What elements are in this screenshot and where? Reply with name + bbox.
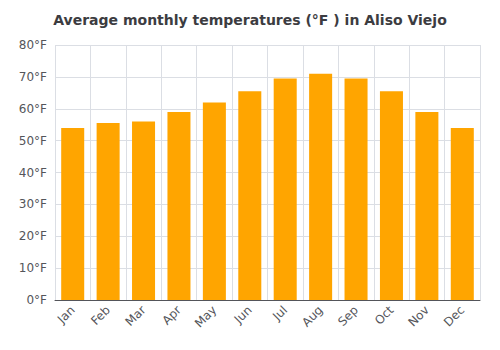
svg-text:10°F: 10°F bbox=[19, 261, 47, 275]
svg-text:Average monthly temperatures (: Average monthly temperatures (°F ) in Al… bbox=[53, 12, 447, 28]
svg-text:0°F: 0°F bbox=[26, 293, 47, 307]
svg-text:Mar: Mar bbox=[123, 303, 149, 329]
svg-text:Jun: Jun bbox=[231, 303, 255, 327]
svg-text:30°F: 30°F bbox=[19, 197, 47, 211]
svg-text:Nov: Nov bbox=[405, 303, 431, 329]
svg-text:Sep: Sep bbox=[335, 303, 361, 329]
svg-text:Dec: Dec bbox=[441, 303, 467, 329]
svg-text:70°F: 70°F bbox=[19, 70, 47, 84]
svg-text:Oct: Oct bbox=[372, 303, 397, 328]
svg-text:Apr: Apr bbox=[159, 303, 184, 328]
svg-text:Jul: Jul bbox=[269, 303, 290, 324]
svg-text:20°F: 20°F bbox=[19, 229, 47, 243]
svg-text:Jan: Jan bbox=[54, 303, 78, 327]
svg-text:50°F: 50°F bbox=[19, 134, 47, 148]
svg-text:60°F: 60°F bbox=[19, 102, 47, 116]
svg-text:Aug: Aug bbox=[299, 303, 325, 329]
svg-text:May: May bbox=[192, 303, 219, 330]
svg-text:80°F: 80°F bbox=[19, 38, 47, 52]
svg-text:40°F: 40°F bbox=[19, 166, 47, 180]
svg-text:Feb: Feb bbox=[88, 303, 113, 328]
